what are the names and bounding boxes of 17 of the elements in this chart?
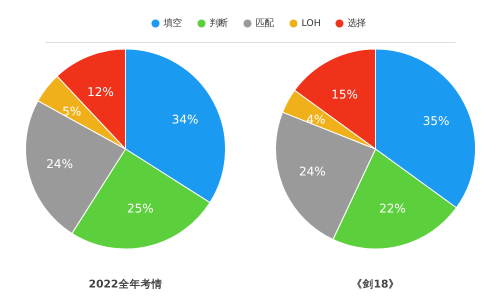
- legend-label: 匹配: [256, 18, 274, 29]
- data-label: 5%: [62, 104, 82, 118]
- legend-label: 判断: [210, 18, 228, 29]
- legend-label: LOH: [302, 18, 321, 29]
- data-label: 24%: [298, 164, 326, 179]
- text: 《剑18》: [352, 278, 400, 290]
- data-label: 12%: [87, 85, 114, 100]
- legend-label: 填空: [162, 18, 182, 29]
- data-label: 22%: [379, 201, 406, 216]
- data-label: 34%: [172, 112, 198, 127]
- data-label: 4%: [306, 112, 326, 127]
- data-label: 24%: [46, 157, 73, 172]
- data-label: 15%: [331, 87, 358, 102]
- legend-label: 选择: [348, 18, 366, 29]
- text: 2022全年考情: [88, 278, 162, 290]
- data-label: 35%: [422, 114, 450, 128]
- data-label: 25%: [127, 202, 154, 216]
